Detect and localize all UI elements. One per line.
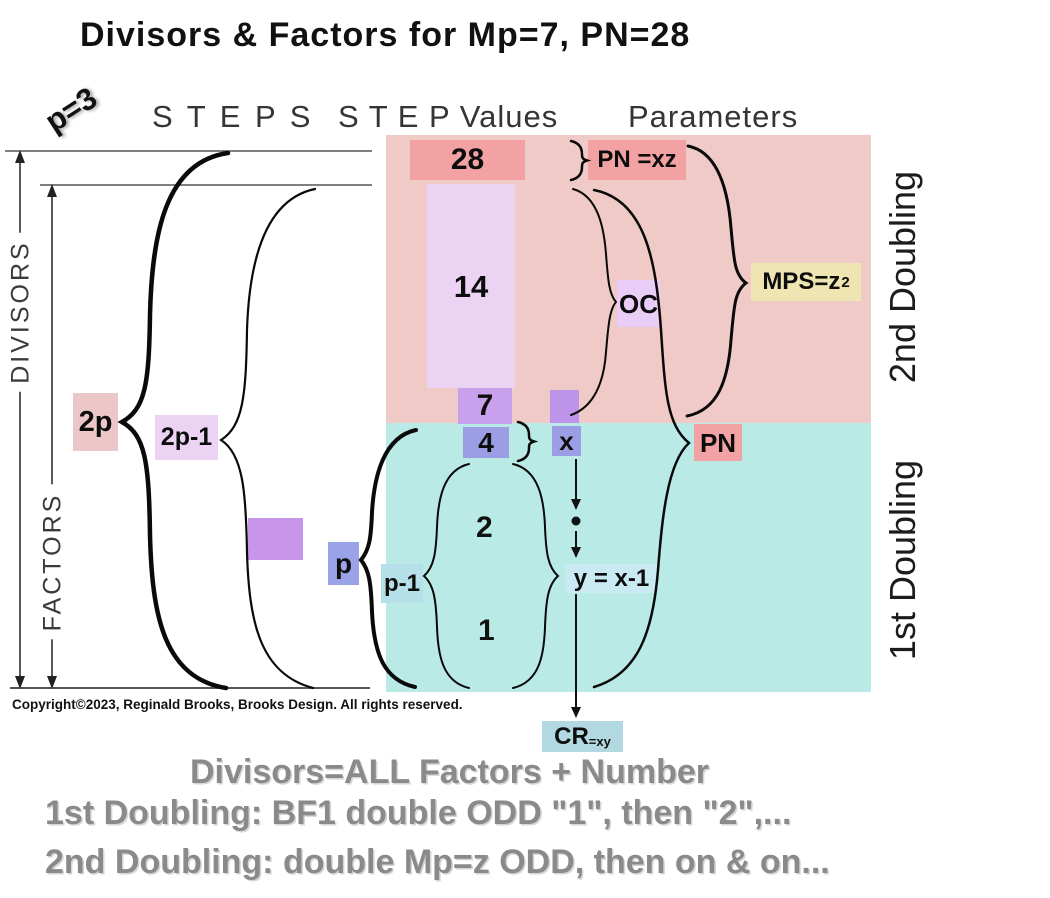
first-doubling-region bbox=[386, 423, 871, 692]
param-box-oc: OC bbox=[617, 280, 660, 327]
brace-2p-1 bbox=[218, 187, 317, 690]
divisors-axis-arrow bbox=[15, 150, 25, 689]
divisors-axis-label: DIVISORS bbox=[6, 232, 36, 392]
label-box-p-1: p-1 bbox=[381, 564, 423, 603]
factors-axis-label: FACTORS bbox=[38, 484, 68, 640]
footnote-second-doubling: 2nd Doubling: double Mp=z ODD, then on &… bbox=[45, 843, 830, 881]
page-title: Divisors & Factors for Mp=7, PN=28 bbox=[80, 16, 691, 54]
mps-base-text: MPS=z bbox=[762, 268, 841, 295]
value-box-14: 14 bbox=[427, 184, 515, 388]
param-box-cr: CR =xy bbox=[542, 721, 623, 752]
first-doubling-label: 1st Doubling bbox=[882, 459, 923, 661]
column-header-parameters: Parameters bbox=[628, 99, 799, 134]
column-header-steps: S T E P S bbox=[152, 99, 314, 134]
mps-exponent: 2 bbox=[841, 273, 850, 291]
second-doubling-label: 2nd Doubling bbox=[882, 170, 923, 384]
param-box-pn: PN bbox=[694, 424, 742, 461]
copyright-notice: Copyright©2023, Reginald Brooks, Brooks … bbox=[12, 697, 463, 712]
value-box-28: 28 bbox=[410, 140, 525, 180]
value-text-1: 1 bbox=[478, 614, 495, 647]
footnote-first-doubling: 1st Doubling: BF1 double ODD "1", then "… bbox=[45, 794, 792, 832]
footnote-divisors: Divisors=ALL Factors + Number bbox=[190, 753, 709, 791]
param-box-y-equation: y = x-1 bbox=[565, 564, 658, 593]
value-text-2: 2 bbox=[476, 511, 493, 544]
param-box-pn-xz: PN =xz bbox=[588, 140, 686, 180]
value-box-4: 4 bbox=[463, 427, 509, 458]
param-box-x: x bbox=[552, 426, 581, 456]
p-value-annotation: p=3 bbox=[38, 80, 104, 140]
empty-purple-box bbox=[248, 518, 303, 560]
empty-x-marker-box bbox=[550, 390, 579, 423]
column-header-step-values: S T E P Values bbox=[338, 99, 559, 134]
cr-base-text: CR bbox=[554, 722, 589, 750]
value-box-7: 7 bbox=[458, 388, 512, 424]
cr-subscript: =xy bbox=[588, 734, 611, 749]
label-box-2p: 2p bbox=[73, 393, 118, 451]
param-box-mps: MPS=z 2 bbox=[751, 263, 861, 301]
label-box-p: p bbox=[328, 542, 359, 585]
label-box-2p-1: 2p-1 bbox=[155, 415, 218, 460]
